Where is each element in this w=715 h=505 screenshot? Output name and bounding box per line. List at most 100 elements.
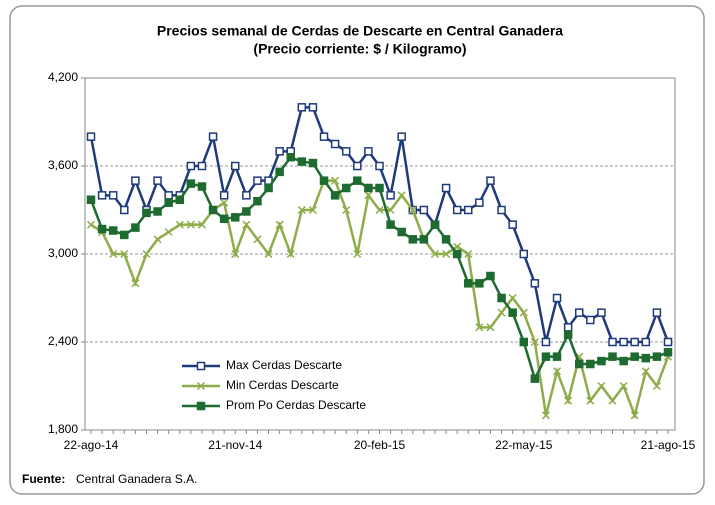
point-shape	[175, 220, 184, 229]
point	[375, 161, 384, 171]
point	[97, 224, 107, 234]
point	[286, 249, 295, 259]
point-shape	[275, 220, 284, 229]
point-shape	[486, 323, 495, 332]
point	[142, 208, 151, 218]
x-tick-label: 21-nov-14	[208, 438, 262, 452]
point-shape	[586, 396, 595, 405]
point-shape	[619, 381, 628, 391]
point	[541, 411, 550, 420]
point	[253, 196, 262, 206]
x-tick-label: 22-may-15	[495, 438, 553, 452]
point	[197, 220, 206, 229]
point	[186, 161, 196, 171]
point-shape	[142, 249, 151, 259]
legend-label: Min Cerdas Descarte	[226, 378, 339, 392]
point	[231, 161, 240, 171]
point-shape	[553, 367, 562, 376]
point	[319, 132, 329, 141]
point	[364, 147, 373, 156]
source-label: Fuente:	[22, 472, 65, 486]
point	[286, 152, 295, 162]
point	[164, 227, 173, 237]
point	[186, 220, 195, 229]
point	[242, 220, 251, 229]
point-shape	[597, 381, 606, 391]
point-shape	[397, 191, 406, 200]
point	[196, 401, 206, 411]
point-shape	[519, 308, 528, 317]
point	[519, 308, 528, 317]
point	[641, 337, 651, 347]
point	[364, 183, 373, 193]
point-shape	[641, 367, 650, 376]
point	[430, 249, 440, 259]
point-shape	[253, 235, 262, 244]
point-shape	[630, 411, 639, 420]
point	[386, 220, 395, 229]
point-shape	[508, 293, 517, 303]
point-shape	[497, 308, 506, 317]
point	[308, 103, 318, 112]
point	[375, 183, 384, 193]
point	[464, 279, 473, 288]
point	[397, 227, 406, 237]
point	[597, 381, 606, 391]
point-shape	[464, 249, 473, 259]
point	[597, 356, 606, 366]
point	[164, 198, 173, 207]
point-shape	[353, 249, 362, 259]
point-shape	[364, 191, 373, 200]
point	[341, 183, 351, 193]
point	[574, 359, 584, 369]
point	[419, 235, 429, 244]
point	[397, 132, 406, 141]
point	[641, 367, 650, 376]
point	[663, 348, 673, 357]
point	[452, 249, 462, 259]
point	[197, 161, 207, 171]
source: Central Ganadera S.A.	[76, 472, 197, 486]
point	[397, 191, 406, 200]
point	[153, 235, 162, 244]
point	[275, 220, 284, 229]
point	[341, 147, 351, 156]
point	[452, 205, 462, 215]
point	[330, 139, 340, 149]
point-shape	[286, 249, 295, 259]
y-tick-label: 4,200	[48, 70, 78, 84]
y-tick-label: 1,800	[48, 422, 78, 436]
point-shape	[652, 381, 661, 391]
point	[441, 235, 451, 244]
y-tick-label: 2,400	[48, 334, 78, 348]
point	[652, 308, 662, 317]
point	[464, 249, 473, 259]
point	[430, 220, 440, 229]
chart-title: Precios semanal de Cerdas de Descarte en…	[157, 23, 563, 39]
point	[541, 352, 551, 361]
point-shape	[186, 220, 195, 229]
point	[242, 191, 251, 200]
point	[486, 176, 495, 185]
point	[219, 214, 229, 224]
point	[120, 249, 129, 259]
point	[319, 176, 329, 185]
point	[663, 337, 673, 347]
point	[608, 352, 617, 361]
point	[297, 103, 307, 112]
point	[652, 352, 662, 361]
point-shape	[386, 205, 395, 215]
point	[131, 176, 140, 185]
point	[497, 293, 506, 303]
point	[196, 361, 206, 371]
x-tick-label: 20-feb-15	[354, 438, 406, 452]
point	[275, 167, 284, 177]
point	[297, 157, 307, 166]
point	[264, 249, 273, 259]
point	[530, 279, 540, 288]
point	[608, 396, 617, 405]
point	[175, 195, 185, 204]
point	[253, 235, 262, 244]
point	[231, 213, 240, 222]
point	[475, 323, 484, 332]
